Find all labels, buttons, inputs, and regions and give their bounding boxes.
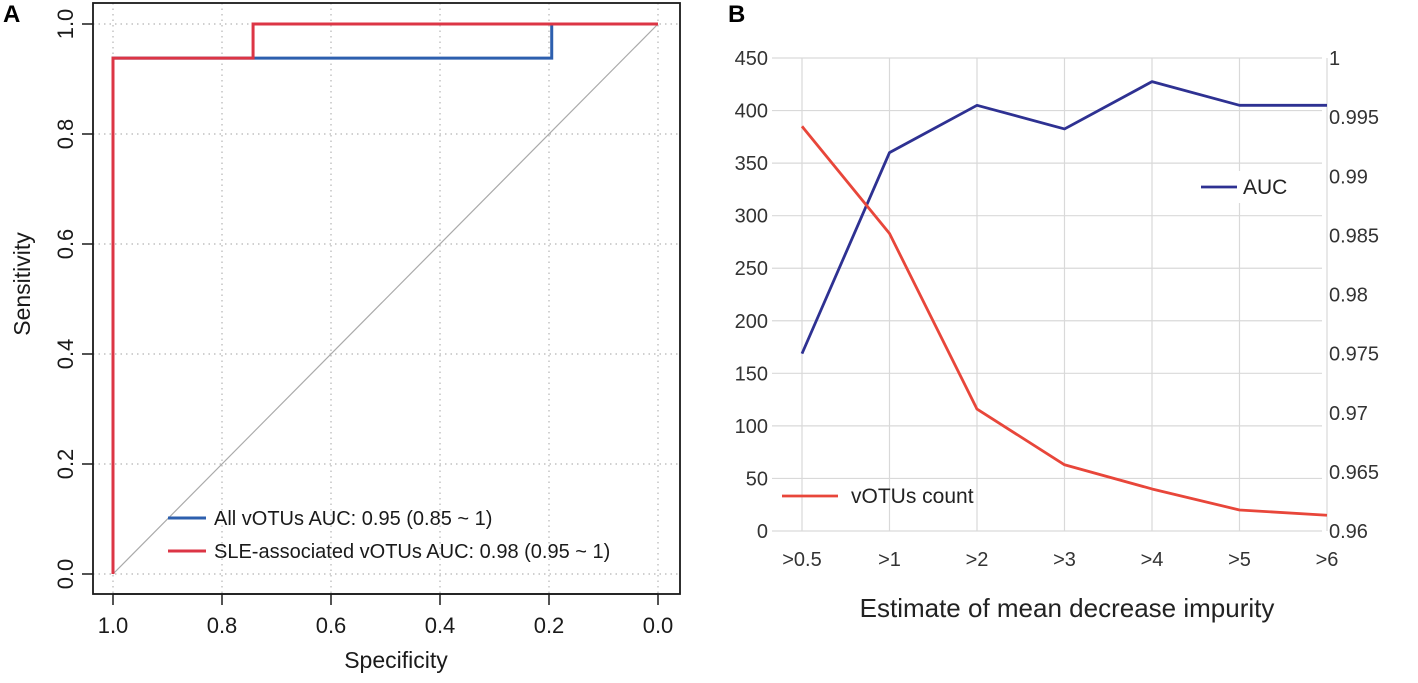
right-y-tick-label: 0.995 (1329, 107, 1379, 129)
legend-label-series-2: SLE-associated vOTUs AUC: 0.98 (0.95 ~ 1… (214, 541, 610, 563)
right-y-tick-label: 0.965 (1329, 462, 1379, 484)
panel-b-x-axis: >0.5 >1 >2 >3 >4 >5 >6 (782, 549, 1338, 571)
left-y-tick-label: 150 (735, 363, 768, 385)
x-tick-label: >2 (966, 549, 989, 571)
votus-count-line (800, 125, 1328, 517)
x-tick-label: 0.4 (425, 613, 456, 638)
panel-a-x-axis: 1.0 0.8 0.6 0.4 0.2 0.0 (98, 593, 674, 638)
x-tick-label: >1 (878, 549, 901, 571)
panel-b-left-y-axis: 0 50 100 150 200 250 300 350 400 450 (735, 48, 768, 543)
left-y-tick-label: 450 (735, 48, 768, 70)
left-y-tick-label: 400 (735, 101, 768, 123)
left-y-tick-label: 0 (757, 521, 768, 543)
y-tick-label: 0.2 (53, 449, 78, 480)
x-tick-label: >4 (1141, 549, 1164, 571)
panel-b-label: B (728, 1, 745, 28)
x-tick-label: 0.8 (207, 613, 238, 638)
panel-a-y-axis-title: Sensitivity (9, 232, 35, 336)
right-y-tick-label: 0.985 (1329, 225, 1379, 247)
left-y-tick-label: 50 (746, 468, 768, 490)
panel-a-y-axis: 0.0 0.2 0.4 0.6 0.8 1.0 (53, 9, 93, 590)
right-y-tick-label: 1 (1329, 48, 1340, 70)
panel-b-grid (772, 57, 1328, 532)
right-y-tick-label: 0.98 (1329, 285, 1368, 307)
panel-a-label: A (3, 1, 20, 28)
panel-a-roc-chart: A 1.0 0.8 0.6 0.4 0.2 0.0 0.00.20.40.60.81.0 … (3, 1, 681, 673)
y-tick-label: 0.6 (53, 229, 78, 260)
panel-b-right-y-axis: 0.96 0.965 0.97 0.975 0.98 0.985 0.99 0.995 1 (1329, 48, 1379, 543)
right-y-tick-label: 0.96 (1329, 521, 1368, 543)
right-y-tick-label: 0.97 (1329, 403, 1368, 425)
panel-a-reference-diagonal (112, 23, 659, 575)
panel-a-series (111, 22, 658, 574)
x-tick-label: >0.5 (782, 549, 821, 571)
x-tick-label: 0.2 (534, 613, 565, 638)
y-tick-label: 0.4 (53, 339, 78, 370)
panel-b-x-axis-title: Estimate of mean decrease impurity (860, 593, 1275, 623)
y-tick-label: 1.0 (53, 9, 78, 40)
left-y-tick-label: 100 (735, 416, 768, 438)
x-tick-label: 0.6 (316, 613, 347, 638)
right-y-tick-label: 0.975 (1329, 344, 1379, 366)
panel-a-x-axis-title: Specificity (344, 647, 448, 673)
x-tick-label: 0.0 (643, 613, 674, 638)
left-y-tick-label: 200 (735, 311, 768, 333)
panel-a-legend: All vOTUs AUC: 0.95 (0.85 ~ 1) SLE-associ… (168, 508, 610, 563)
legend-background-auc (1237, 171, 1303, 203)
legend-label-series-1: All vOTUs AUC: 0.95 (0.85 ~ 1) (214, 508, 492, 530)
x-tick-label: >5 (1228, 549, 1251, 571)
y-tick-label: 0.8 (53, 119, 78, 150)
left-y-tick-label: 350 (735, 153, 768, 175)
legend-label-votus-count: vOTUs count (851, 485, 974, 508)
x-tick-label: >3 (1053, 549, 1076, 571)
x-tick-label: >6 (1316, 549, 1339, 571)
legend-label-auc: AUC (1243, 176, 1287, 199)
x-tick-label: 1.0 (98, 613, 129, 638)
panel-b-legends: AUC vOTUs count (782, 171, 1303, 508)
left-y-tick-label: 300 (735, 206, 768, 228)
panel-b-series (800, 80, 1328, 517)
auc-line (800, 80, 1327, 355)
roc-curve-series-2 (111, 22, 658, 574)
left-y-tick-label: 250 (735, 258, 768, 280)
right-y-tick-label: 0.99 (1329, 166, 1368, 188)
y-tick-label: 0.0 (53, 559, 78, 590)
